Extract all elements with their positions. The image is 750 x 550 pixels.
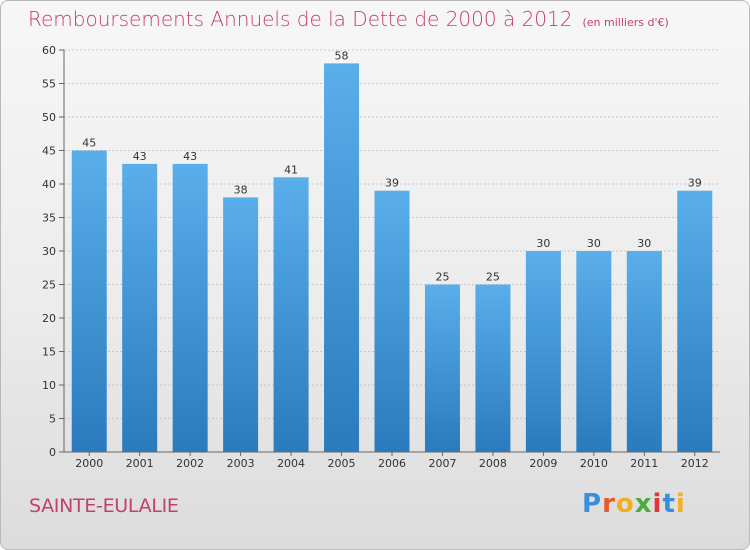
x-tick-label-2000: 2000: [75, 457, 103, 470]
x-tick-label-2005: 2005: [328, 457, 356, 470]
x-tick-label-2007: 2007: [428, 457, 456, 470]
bar-2003: [223, 197, 259, 452]
data-label-2000: 45: [82, 137, 96, 150]
data-labels: 45 43 43 38 41 58 39 25 25 30 30 30 39: [82, 49, 702, 283]
y-tick-label: 60: [42, 44, 56, 57]
y-tick-label: 0: [49, 446, 56, 459]
x-tick-label-2008: 2008: [479, 457, 507, 470]
chart-title: Remboursements Annuels de la Dette de 20…: [28, 7, 669, 31]
y-tick-label: 55: [42, 78, 56, 91]
data-label-2010: 30: [587, 237, 601, 250]
x-tick-label-2010: 2010: [580, 457, 608, 470]
y-tick-label: 30: [42, 245, 56, 258]
x-tick-label-2009: 2009: [529, 457, 557, 470]
logo-letter: x: [634, 489, 653, 519]
data-label-2002: 43: [183, 150, 197, 163]
data-label-2012: 39: [688, 177, 702, 190]
y-tick-label: 25: [42, 279, 56, 292]
bar-2008: [475, 284, 511, 452]
bar-2006: [374, 190, 410, 452]
y-tick-label: 40: [42, 178, 56, 191]
x-tick-label-2003: 2003: [227, 457, 255, 470]
bar-2011: [626, 251, 662, 452]
bar-2000: [71, 150, 107, 452]
data-label-2008: 25: [486, 271, 500, 284]
x-tick-label-2004: 2004: [277, 457, 305, 470]
bar-2010: [576, 251, 612, 452]
bars: [71, 63, 713, 453]
logo-letter: P: [582, 489, 603, 519]
data-label-2009: 30: [536, 237, 550, 250]
data-label-2006: 39: [385, 177, 399, 190]
y-tick-label: 20: [42, 312, 56, 325]
y-tick-label: 35: [42, 212, 56, 225]
x-tick-label-2011: 2011: [630, 457, 658, 470]
data-label-2007: 25: [435, 271, 449, 284]
logo-letter: o: [615, 489, 635, 519]
data-label-2005: 58: [335, 49, 349, 62]
unit-note: (en milliers d'€): [582, 16, 669, 29]
logo-letter: i: [675, 489, 686, 519]
logo-letter: i: [652, 489, 663, 519]
commune-name: SAINTE-EULALIE: [29, 495, 179, 517]
y-tick-label: 5: [49, 413, 56, 426]
bar-2005: [324, 63, 360, 453]
bar-2009: [525, 251, 561, 452]
x-tick-label-2001: 2001: [126, 457, 154, 470]
proxiti-logo: Proxiti: [582, 489, 686, 519]
bar-2004: [273, 177, 309, 453]
x-tick-label-2006: 2006: [378, 457, 406, 470]
y-tick-label: 45: [42, 145, 56, 158]
x-tick-label-2012: 2012: [681, 457, 709, 470]
y-tick-label: 50: [42, 111, 56, 124]
title-text: Remboursements Annuels de la Dette de 20…: [28, 7, 573, 31]
data-label-2001: 43: [133, 150, 147, 163]
bar-2007: [424, 284, 460, 452]
logo-letter: r: [602, 489, 616, 519]
data-label-2003: 38: [234, 183, 248, 196]
x-tick-label-2002: 2002: [176, 457, 204, 470]
bar-2001: [122, 163, 158, 452]
y-tick-label: 10: [42, 379, 56, 392]
y-tick-label: 15: [42, 346, 56, 359]
data-label-2011: 30: [637, 237, 651, 250]
bar-2002: [172, 163, 208, 452]
logo-letter: t: [662, 489, 676, 519]
bar-2012: [677, 190, 713, 452]
data-label-2004: 41: [284, 163, 298, 176]
